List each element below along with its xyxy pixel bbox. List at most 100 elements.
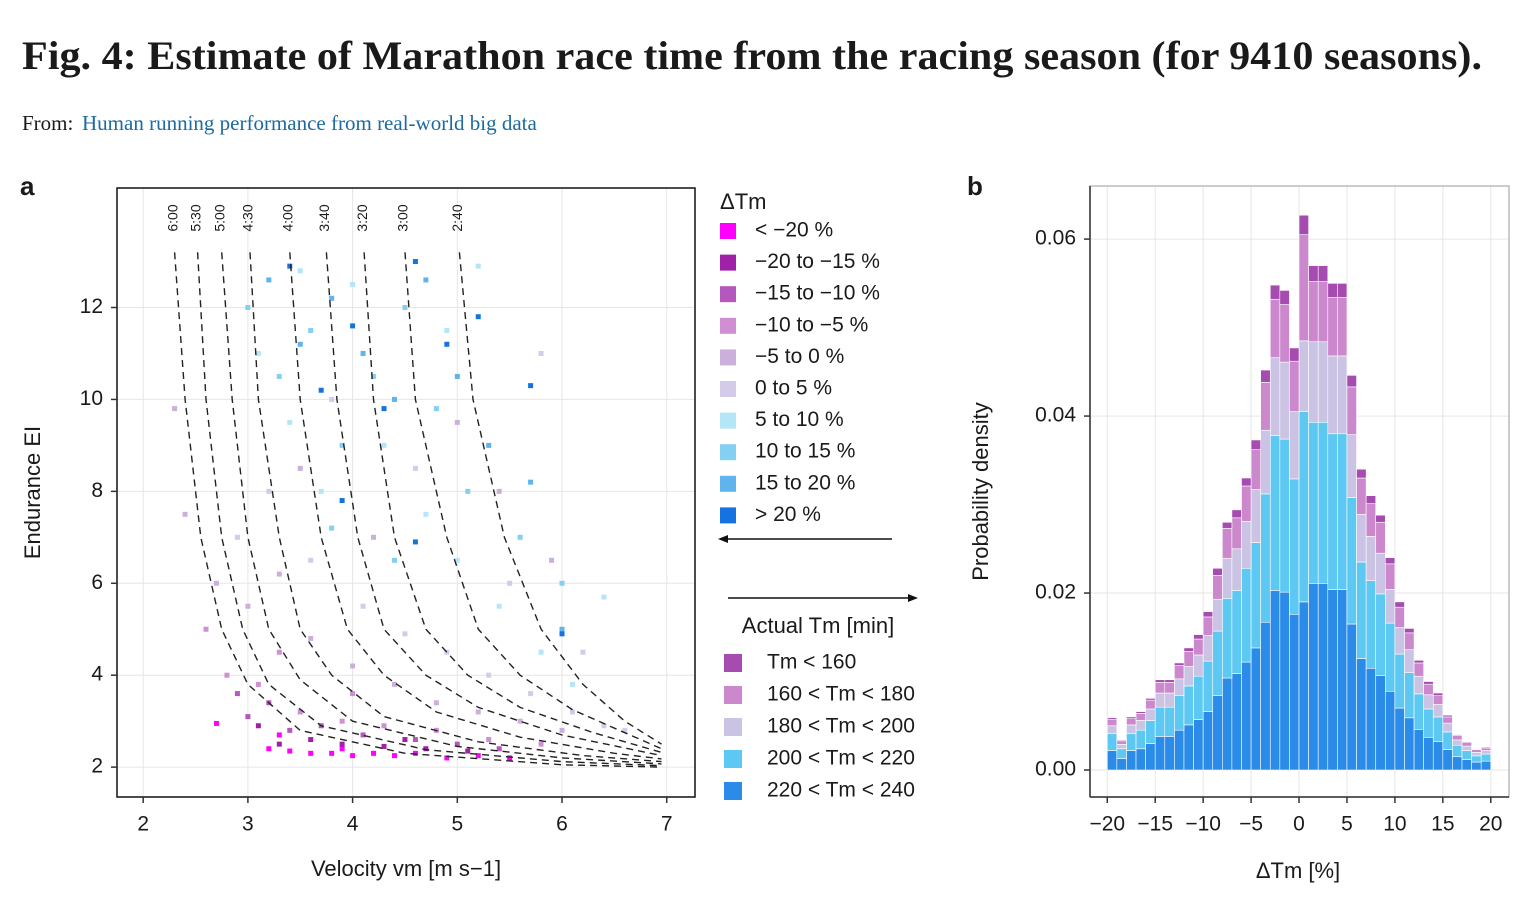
histogram-bar <box>1365 667 1377 771</box>
curve-label: 4:00 <box>279 204 295 231</box>
histogram-bar <box>1375 552 1386 595</box>
histogram-bar <box>1222 558 1233 599</box>
point <box>381 442 387 448</box>
histogram-bar <box>1375 514 1386 523</box>
y-tick-label: 12 <box>80 295 103 318</box>
point <box>276 741 282 747</box>
point <box>255 723 261 729</box>
point <box>360 350 366 356</box>
histogram-bar <box>1164 692 1175 708</box>
histogram-bar <box>1298 234 1309 342</box>
histogram-bar <box>1432 692 1444 696</box>
histogram-bar <box>1346 375 1357 388</box>
histogram-bar <box>1145 743 1156 771</box>
histogram-bar <box>1145 698 1156 701</box>
histogram-bar <box>1317 341 1329 423</box>
histogram-bar <box>1289 411 1300 480</box>
histogram-bar <box>1452 744 1463 758</box>
histogram-bar <box>1231 673 1242 771</box>
point <box>549 557 555 563</box>
point <box>350 753 356 759</box>
histogram-bar <box>1471 752 1482 757</box>
point <box>245 305 251 311</box>
histogram-bar <box>1183 651 1194 667</box>
point <box>339 746 345 752</box>
histogram-bar <box>1145 708 1156 721</box>
point <box>454 373 460 379</box>
histogram-bar <box>1145 699 1156 710</box>
point <box>433 406 439 412</box>
point <box>402 737 408 743</box>
source-link[interactable]: Human running performance from real-worl… <box>82 111 538 135</box>
histogram-bar <box>1183 724 1194 771</box>
histogram-bar <box>1404 628 1415 634</box>
point <box>412 465 418 471</box>
x-tick-label: 3 <box>242 813 254 836</box>
point <box>507 755 513 761</box>
point <box>559 626 565 632</box>
point <box>412 750 418 756</box>
iso-time-curve <box>363 252 662 754</box>
legend-swatch <box>720 349 736 366</box>
point <box>475 263 481 269</box>
histogram-bar <box>1461 742 1472 747</box>
histogram-bar <box>1126 750 1137 771</box>
legend-label: 220 < Tm < 240 <box>767 779 915 802</box>
histogram-bar <box>1365 536 1377 581</box>
point <box>496 603 502 609</box>
point <box>287 263 293 269</box>
point <box>601 723 607 729</box>
histogram-bar <box>1356 561 1367 659</box>
point <box>350 691 356 697</box>
histogram-bar <box>1317 281 1329 343</box>
point <box>213 580 219 586</box>
histogram-bar <box>1154 736 1166 771</box>
point <box>391 681 397 687</box>
point <box>329 750 335 756</box>
histogram-bar <box>1212 567 1223 576</box>
histogram-bar <box>1202 660 1214 712</box>
histogram-bar <box>1279 361 1290 440</box>
point <box>329 396 335 402</box>
histogram-bar <box>1260 621 1271 771</box>
histogram-bar <box>1471 761 1482 771</box>
histogram-bar <box>1174 695 1185 731</box>
histogram-bar <box>1174 662 1185 666</box>
point <box>496 488 502 494</box>
figure-title: Fig. 4: Estimate of Marathon race time f… <box>22 33 1482 78</box>
histogram-bar <box>1164 682 1175 694</box>
histogram-bar <box>1346 497 1357 625</box>
histogram-bar <box>1202 711 1214 771</box>
y-tick-label: 0.02 <box>1035 581 1076 604</box>
histogram-bar <box>1241 567 1252 663</box>
point <box>402 305 408 311</box>
curve-label: 6:00 <box>164 204 180 231</box>
y-tick-label: 0.06 <box>1035 227 1076 250</box>
histogram-bar <box>1327 433 1338 590</box>
point <box>412 539 418 545</box>
histogram-bar <box>1308 341 1319 423</box>
histogram-bar <box>1356 468 1367 479</box>
point <box>528 691 534 697</box>
histogram-bar <box>1279 290 1290 305</box>
point <box>486 442 492 448</box>
point <box>224 672 230 678</box>
histogram-bar <box>1346 386 1357 435</box>
histogram-bar <box>1250 449 1261 490</box>
y-tick-label: 4 <box>91 663 103 686</box>
point <box>444 327 450 333</box>
histogram-bar <box>1442 749 1453 771</box>
histogram-bar <box>1423 683 1434 696</box>
point <box>276 649 282 655</box>
x-tick-label: 4 <box>347 813 359 836</box>
point <box>172 406 178 412</box>
histogram-bar <box>1106 717 1118 720</box>
histogram-bar <box>1337 355 1348 435</box>
point <box>308 327 314 333</box>
histogram-bar <box>1385 690 1396 771</box>
histogram-bar <box>1269 435 1281 591</box>
point <box>360 603 366 609</box>
histogram-bar <box>1432 695 1444 705</box>
point <box>266 746 272 752</box>
histogram-bar <box>1308 583 1319 771</box>
